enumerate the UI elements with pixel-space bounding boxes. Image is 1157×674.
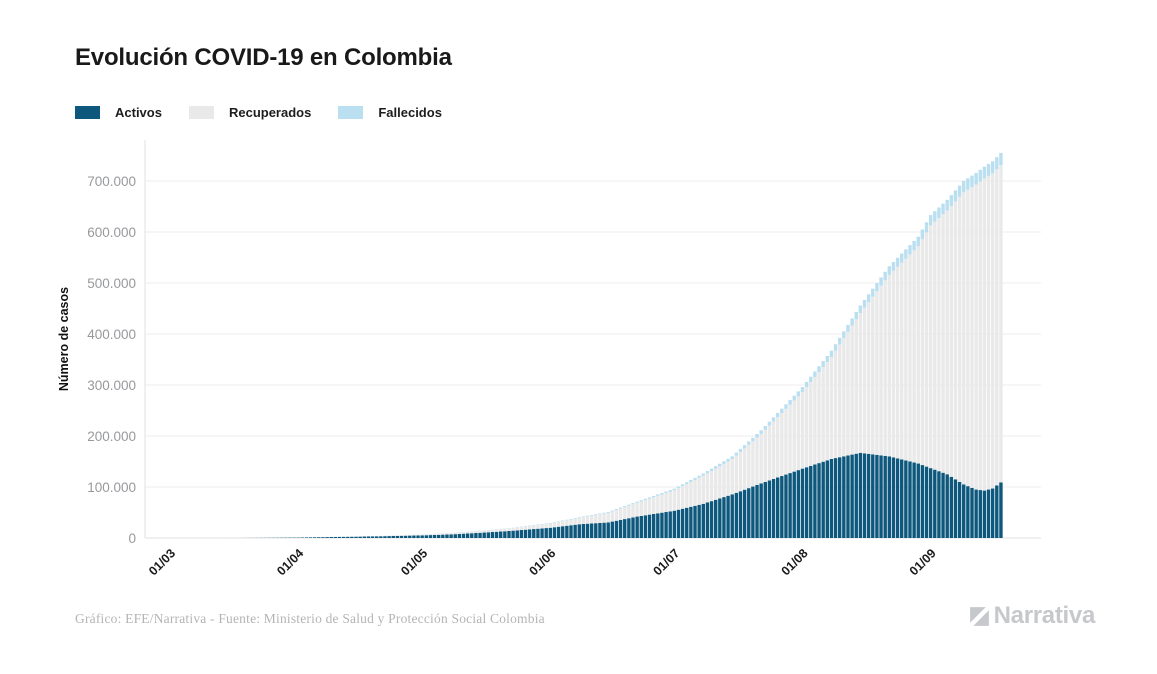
narrativa-n-icon: [969, 606, 989, 626]
svg-text:01/08: 01/08: [779, 546, 811, 578]
legend-item-activos: Activos: [75, 105, 162, 120]
bars-fallecidos: [317, 152, 1003, 538]
legend-item-fallecidos: Fallecidos: [338, 105, 442, 120]
narrativa-logo: Narrativa: [967, 602, 1095, 630]
legend-label-recuperados: Recuperados: [228, 105, 312, 120]
bars-recuperados: [296, 165, 1003, 538]
svg-text:700.000: 700.000: [87, 174, 136, 189]
svg-text:01/09: 01/09: [907, 546, 939, 578]
activos-swatch-icon: [75, 106, 100, 119]
x-tick-labels: 01/03 01/04 01/05 01/06 01/07 01/08 01/09: [146, 546, 939, 578]
svg-text:100.000: 100.000: [87, 480, 136, 495]
y-axis-label: Número de casos: [57, 287, 71, 391]
svg-text:01/05: 01/05: [398, 546, 430, 578]
svg-text:01/04: 01/04: [274, 546, 306, 578]
legend-label-fallecidos: Fallecidos: [378, 105, 442, 120]
svg-text:400.000: 400.000: [87, 327, 136, 342]
svg-text:600.000: 600.000: [87, 225, 136, 240]
bars-activos: [230, 452, 1003, 538]
svg-text:01/06: 01/06: [526, 546, 558, 578]
narrativa-logo-text: Narrativa: [993, 602, 1096, 629]
svg-text:500.000: 500.000: [87, 276, 136, 291]
svg-text:01/07: 01/07: [650, 546, 682, 578]
chart-legend: Activos Recuperados Fallecidos: [75, 105, 442, 120]
svg-text:0: 0: [128, 531, 136, 546]
legend-label-activos: Activos: [115, 105, 162, 120]
svg-text:200.000: 200.000: [87, 429, 136, 444]
y-tick-labels: 0 100.000 200.000 300.000 400.000 500.000 600.…: [87, 174, 136, 546]
recuperados-swatch-icon: [188, 106, 214, 119]
svg-text:01/03: 01/03: [146, 546, 178, 578]
page-title: Evolución COVID-19 en Colombia: [75, 44, 452, 71]
fallecidos-swatch-icon: [338, 106, 364, 119]
source-credit: Gráfico: EFE/Narrativa - Fuente: Ministe…: [75, 611, 545, 626]
legend-item-recuperados: Recuperados: [188, 105, 312, 120]
svg-text:300.000: 300.000: [87, 378, 136, 393]
